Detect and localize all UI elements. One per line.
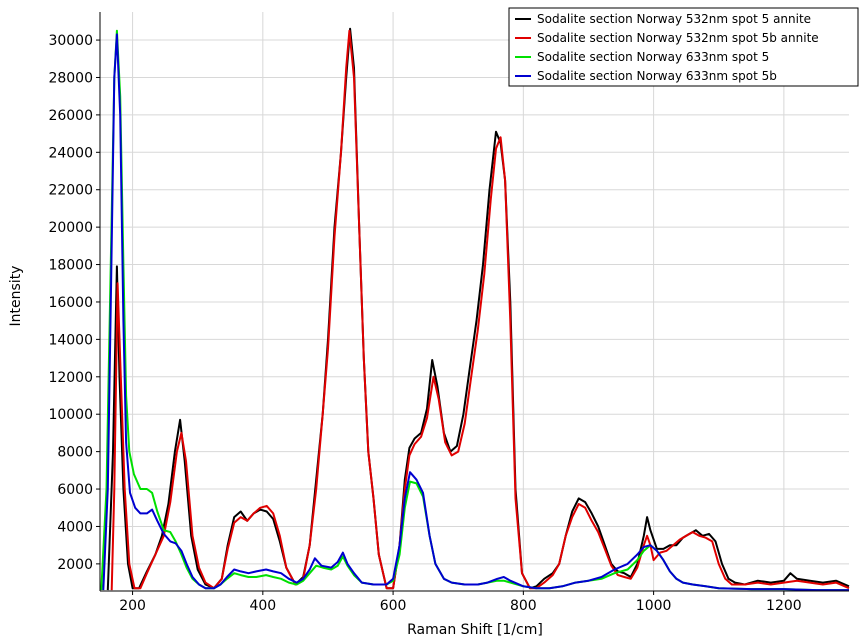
legend-box (508, 7, 859, 87)
y-axis-title: Intensity (8, 266, 24, 327)
y-tick-label: 20000 (48, 220, 93, 236)
legend-label-4: Sodalite section Norway 633nm spot 5b (537, 69, 777, 83)
y-tick-label: 26000 (48, 108, 93, 124)
y-tick-label: 6000 (57, 482, 93, 498)
y-tick-label: 24000 (48, 145, 93, 161)
series-line-4 (102, 33, 849, 592)
y-tick-label: 10000 (48, 407, 93, 423)
y-tick-label: 4000 (57, 519, 93, 535)
y-tick-label: 2000 (57, 557, 93, 573)
y-tick-label: 12000 (48, 370, 93, 386)
y-tick-label: 8000 (57, 445, 93, 461)
x-axis-title: Raman Shift [1/cm] (407, 622, 543, 638)
legend-label-3: Sodalite section Norway 633nm spot 5 (537, 50, 769, 64)
x-tick-label: 1200 (766, 598, 802, 614)
x-tick-label: 400 (249, 598, 276, 614)
legend: Sodalite section Norway 532nm spot 5 ann… (508, 7, 859, 87)
y-tick-label: 14000 (48, 332, 93, 348)
y-tick-label: 18000 (48, 258, 93, 274)
x-tick-label: 600 (380, 598, 407, 614)
x-tick-label: 1000 (636, 598, 672, 614)
series-group (100, 27, 850, 592)
y-tick-label: 16000 (48, 295, 93, 311)
x-tick-label: 800 (510, 598, 537, 614)
legend-label-2: Sodalite section Norway 532nm spot 5b an… (537, 31, 819, 45)
y-axis-ticks: 2000 4000 6000 8000 10000 12000 14000 16000 1800… (48, 33, 100, 573)
y-tick-label: 30000 (48, 33, 93, 49)
x-tick-label: 200 (119, 598, 146, 614)
x-axis-ticks: 200 400 600 800 1000 1200 (119, 591, 802, 614)
y-tick-label: 22000 (48, 183, 93, 199)
legend-label-1: Sodalite section Norway 532nm spot 5 ann… (537, 12, 811, 26)
series-line-2 (110, 29, 850, 591)
y-tick-label: 28000 (48, 70, 93, 86)
